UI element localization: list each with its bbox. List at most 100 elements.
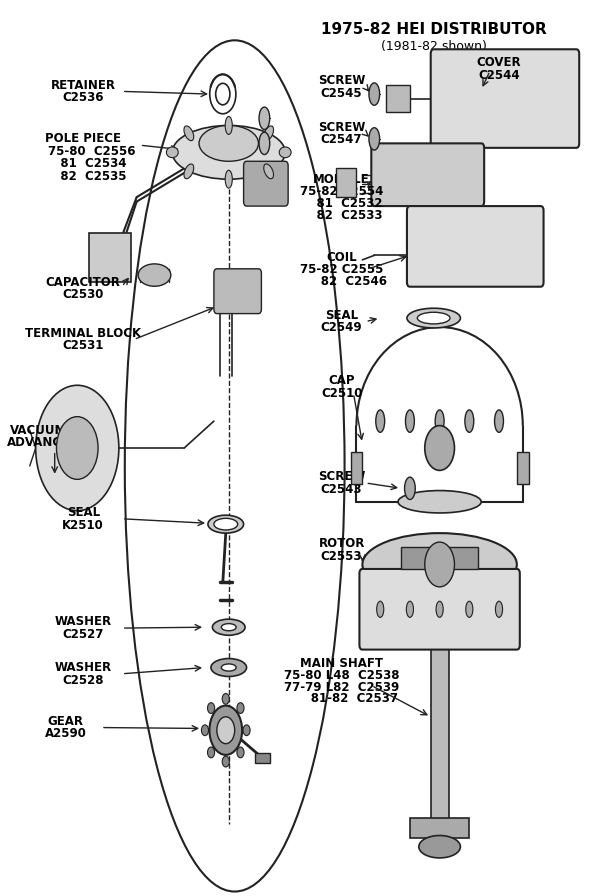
Ellipse shape bbox=[259, 108, 270, 130]
Ellipse shape bbox=[172, 125, 285, 179]
Ellipse shape bbox=[376, 410, 385, 433]
Circle shape bbox=[56, 417, 98, 479]
Circle shape bbox=[217, 717, 235, 744]
Ellipse shape bbox=[264, 126, 274, 141]
Text: 82  C2533: 82 C2533 bbox=[301, 209, 383, 221]
Text: C2547: C2547 bbox=[321, 134, 362, 146]
Bar bbox=[386, 85, 410, 112]
Text: C2553: C2553 bbox=[321, 550, 362, 563]
FancyBboxPatch shape bbox=[407, 206, 544, 287]
Bar bbox=[89, 233, 131, 282]
Text: RETAINER: RETAINER bbox=[51, 79, 116, 91]
Ellipse shape bbox=[407, 308, 460, 328]
Ellipse shape bbox=[362, 533, 517, 596]
Text: SCREW: SCREW bbox=[318, 121, 365, 134]
Ellipse shape bbox=[418, 312, 450, 323]
Text: 75-80 L48  C2538: 75-80 L48 C2538 bbox=[284, 669, 400, 682]
Text: 81-82  C2537: 81-82 C2537 bbox=[286, 693, 398, 705]
Ellipse shape bbox=[214, 518, 238, 530]
FancyBboxPatch shape bbox=[359, 569, 520, 650]
Text: C2536: C2536 bbox=[62, 91, 104, 104]
Text: POLE PIECE: POLE PIECE bbox=[45, 133, 121, 145]
Ellipse shape bbox=[199, 125, 259, 161]
Text: GEAR: GEAR bbox=[47, 715, 83, 728]
Text: SEAL: SEAL bbox=[67, 506, 100, 519]
Text: TERMINAL BLOCK: TERMINAL BLOCK bbox=[25, 327, 141, 340]
Ellipse shape bbox=[435, 410, 444, 433]
Text: 75-80  C2556: 75-80 C2556 bbox=[47, 145, 135, 158]
Ellipse shape bbox=[377, 601, 384, 617]
Ellipse shape bbox=[398, 491, 481, 513]
Text: 82  C2535: 82 C2535 bbox=[47, 170, 126, 183]
Ellipse shape bbox=[237, 747, 244, 758]
Text: SEAL: SEAL bbox=[325, 309, 358, 322]
Text: C2528: C2528 bbox=[62, 674, 104, 686]
Ellipse shape bbox=[465, 410, 474, 433]
Text: 82  C2546: 82 C2546 bbox=[296, 275, 387, 288]
Bar bbox=[517, 452, 529, 484]
Text: COVER: COVER bbox=[477, 56, 521, 69]
Ellipse shape bbox=[212, 619, 245, 635]
Ellipse shape bbox=[419, 835, 460, 858]
Text: 81  C2534: 81 C2534 bbox=[47, 158, 126, 170]
Text: SCREW: SCREW bbox=[318, 470, 365, 483]
Text: C2543: C2543 bbox=[321, 483, 362, 495]
Text: CAPACITOR: CAPACITOR bbox=[46, 276, 121, 289]
Ellipse shape bbox=[208, 702, 215, 713]
Ellipse shape bbox=[406, 601, 413, 617]
Text: A2590: A2590 bbox=[44, 728, 86, 740]
Ellipse shape bbox=[264, 164, 274, 178]
Ellipse shape bbox=[222, 756, 229, 767]
Text: (1981-82 shown): (1981-82 shown) bbox=[381, 40, 487, 54]
Ellipse shape bbox=[208, 747, 215, 758]
Ellipse shape bbox=[436, 601, 443, 617]
Text: C2531: C2531 bbox=[62, 340, 104, 352]
Text: CAP: CAP bbox=[328, 375, 355, 387]
Ellipse shape bbox=[237, 702, 244, 713]
Bar bbox=[350, 452, 362, 484]
Ellipse shape bbox=[221, 664, 236, 671]
Ellipse shape bbox=[494, 410, 503, 433]
Circle shape bbox=[425, 542, 454, 587]
Ellipse shape bbox=[166, 147, 178, 158]
Text: WASHER: WASHER bbox=[55, 616, 112, 628]
Text: 75-82 C2554: 75-82 C2554 bbox=[300, 185, 383, 198]
Ellipse shape bbox=[259, 132, 270, 155]
Ellipse shape bbox=[243, 725, 250, 736]
Bar bbox=[410, 818, 469, 838]
Ellipse shape bbox=[225, 170, 232, 188]
Ellipse shape bbox=[406, 410, 415, 433]
Text: 77-79 L82  C2539: 77-79 L82 C2539 bbox=[284, 681, 399, 694]
Text: C2510: C2510 bbox=[321, 387, 362, 400]
Text: C2544: C2544 bbox=[478, 69, 520, 82]
FancyBboxPatch shape bbox=[371, 143, 484, 206]
Text: C2527: C2527 bbox=[62, 628, 104, 641]
Ellipse shape bbox=[125, 40, 344, 892]
Text: C2549: C2549 bbox=[321, 322, 362, 334]
Text: VACUUM: VACUUM bbox=[10, 424, 67, 436]
Bar bbox=[335, 168, 356, 197]
Bar bbox=[256, 753, 271, 763]
Ellipse shape bbox=[404, 477, 415, 500]
FancyBboxPatch shape bbox=[431, 49, 579, 148]
Text: C2545: C2545 bbox=[321, 87, 362, 99]
Ellipse shape bbox=[225, 116, 232, 134]
Ellipse shape bbox=[466, 601, 473, 617]
Text: K2510: K2510 bbox=[62, 519, 104, 531]
Bar bbox=[401, 547, 478, 569]
Text: 81  C2532: 81 C2532 bbox=[301, 197, 383, 210]
Ellipse shape bbox=[202, 725, 209, 736]
Text: MODULE: MODULE bbox=[313, 173, 370, 185]
Text: SCREW: SCREW bbox=[318, 74, 365, 87]
Ellipse shape bbox=[184, 164, 194, 178]
Text: MAIN SHAFT: MAIN SHAFT bbox=[300, 657, 383, 669]
Ellipse shape bbox=[184, 126, 194, 141]
Ellipse shape bbox=[209, 706, 242, 754]
Ellipse shape bbox=[221, 624, 236, 631]
Text: ADVANCE: ADVANCE bbox=[7, 436, 70, 449]
Text: 1975-82 HEI DISTRIBUTOR: 1975-82 HEI DISTRIBUTOR bbox=[321, 22, 547, 38]
Ellipse shape bbox=[496, 601, 503, 617]
Text: 75-82 C2555: 75-82 C2555 bbox=[300, 263, 383, 276]
Circle shape bbox=[425, 426, 454, 470]
Ellipse shape bbox=[279, 147, 291, 158]
